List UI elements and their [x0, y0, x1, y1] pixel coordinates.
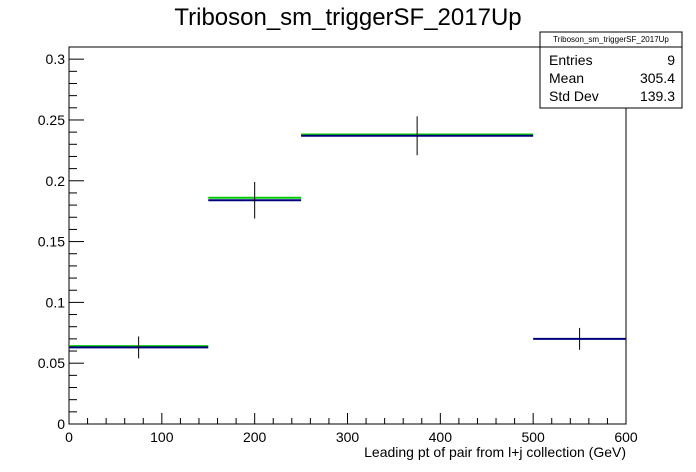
y-tick-label: 0: [57, 416, 65, 432]
stats-box: Triboson_sm_triggerSF_2017Up Entries 9 Mea…: [539, 31, 683, 109]
chart-title: Triboson_sm_triggerSF_2017Up: [174, 4, 521, 31]
y-tick-label: 0.05: [38, 355, 65, 371]
x-tick-label: 200: [243, 429, 267, 445]
plot-area: [69, 116, 626, 359]
y-tick-label: 0.15: [38, 234, 65, 250]
x-tick-label: 100: [150, 429, 174, 445]
x-tick-label: 0: [65, 429, 73, 445]
stats-value: 9: [667, 52, 675, 68]
y-tick-label: 0.25: [38, 112, 65, 128]
x-tick-label: 400: [429, 429, 453, 445]
stats-label: Mean: [549, 70, 584, 86]
stats-box-frame: [539, 31, 683, 109]
stats-value: 305.4: [640, 70, 675, 86]
x-tick-label: 300: [336, 429, 360, 445]
stats-label: Std Dev: [549, 88, 599, 104]
x-tick-label: 500: [521, 429, 545, 445]
x-axis: 0 100 200 300 400 500 600: [65, 413, 638, 445]
x-tick-label: 600: [614, 429, 638, 445]
stats-box-title: Triboson_sm_triggerSF_2017Up: [553, 35, 669, 44]
y-tick-label: 0.1: [46, 294, 66, 310]
y-tick-label: 0.3: [46, 51, 66, 67]
stats-rows: Entries 9 Mean 305.4 Std Dev 139.3: [549, 52, 675, 104]
stats-value: 139.3: [640, 88, 675, 104]
stats-label: Entries: [549, 52, 593, 68]
y-tick-label: 0.2: [46, 173, 66, 189]
x-axis-label: Leading pt of pair from l+j collection (…: [364, 444, 626, 460]
y-axis: 0 0.05 0.1 0.15 0.2 0.25 0.3: [38, 46, 84, 432]
